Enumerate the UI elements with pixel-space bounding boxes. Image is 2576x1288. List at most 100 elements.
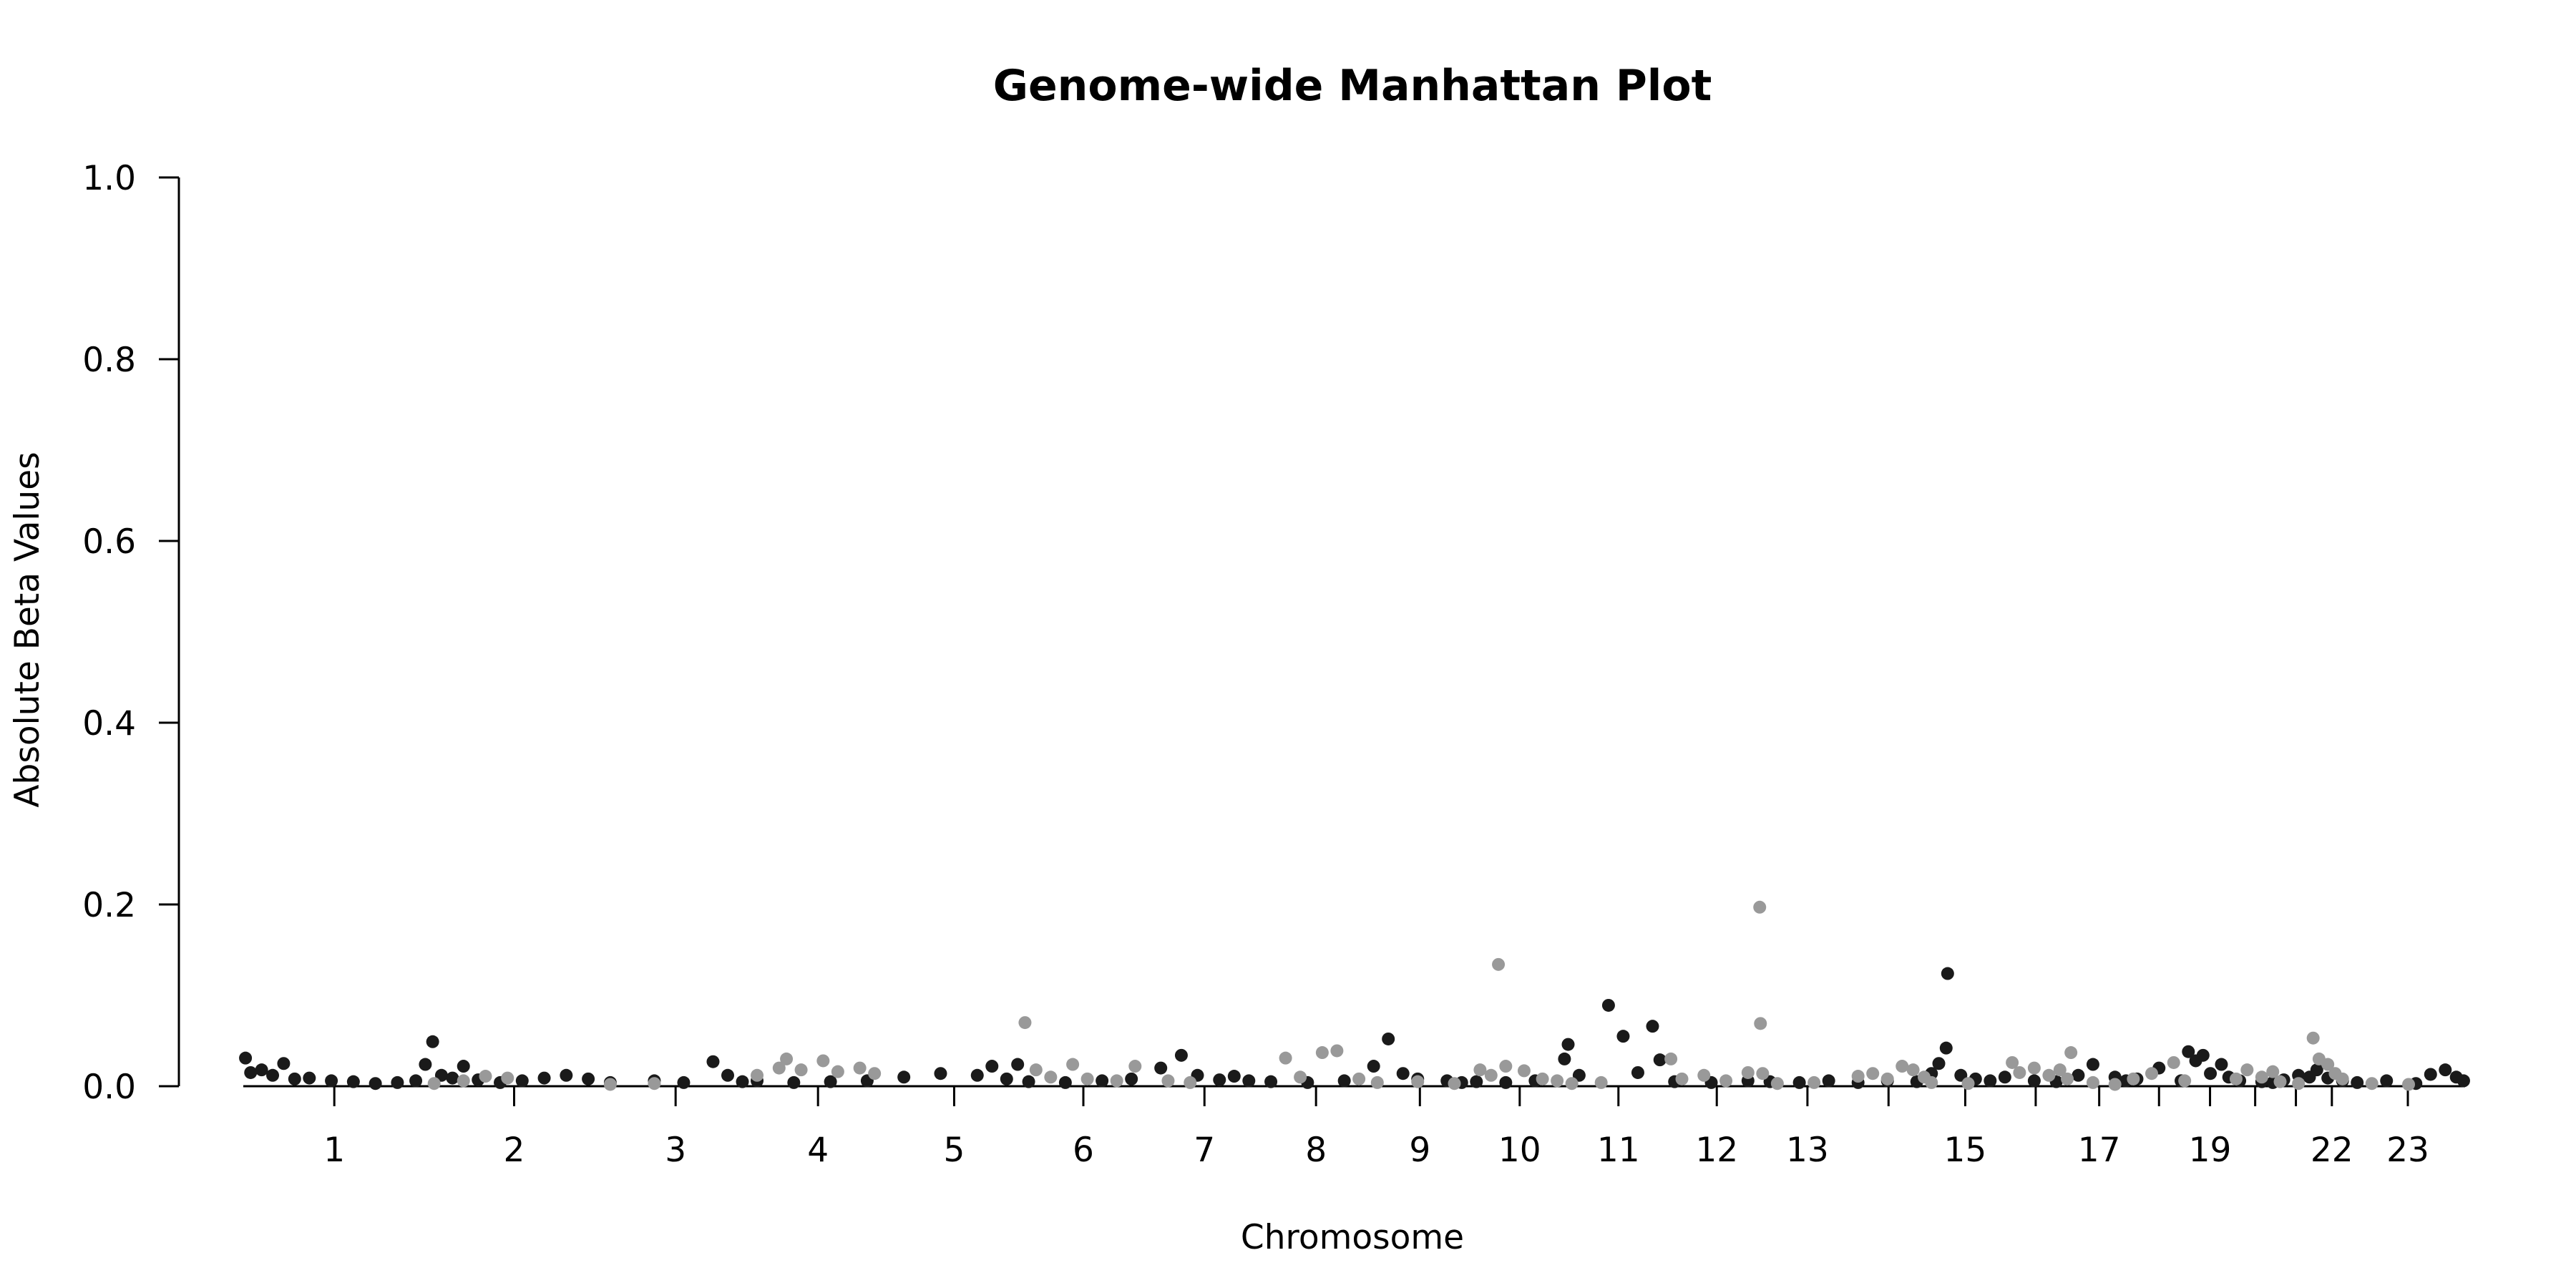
x-tick-label: 7	[1194, 1131, 1215, 1170]
data-point	[831, 1065, 844, 1078]
data-point	[419, 1058, 432, 1071]
data-point	[853, 1061, 867, 1075]
data-point	[1664, 1052, 1678, 1065]
data-point	[2053, 1063, 2067, 1077]
data-point	[1174, 1048, 1188, 1062]
data-point	[2255, 1070, 2268, 1084]
y-axis: 0.0 0.2 0.4 0.6 0.8 1.0	[82, 159, 180, 1107]
data-point	[787, 1075, 801, 1089]
data-point	[677, 1075, 691, 1089]
data-point	[2306, 1031, 2320, 1045]
data-point	[457, 1074, 470, 1088]
data-point	[794, 1063, 808, 1077]
y-tick-label: 0.6	[82, 522, 136, 562]
data-point	[2321, 1058, 2335, 1071]
data-point	[1954, 1068, 1968, 1082]
data-point	[266, 1068, 280, 1082]
data-point	[1536, 1072, 1549, 1085]
data-point	[970, 1068, 984, 1082]
data-point	[1697, 1068, 1711, 1082]
data-point	[1906, 1063, 1920, 1077]
data-point	[325, 1074, 338, 1088]
data-point	[1631, 1065, 1644, 1079]
data-point	[1044, 1070, 1058, 1084]
data-point	[288, 1072, 301, 1085]
data-point	[2086, 1075, 2099, 1089]
data-point	[1646, 1020, 1659, 1033]
data-point	[582, 1072, 595, 1085]
data-point	[1492, 957, 1506, 971]
data-point	[1011, 1058, 1025, 1071]
y-tick-label: 0.4	[82, 704, 136, 743]
data-point	[2266, 1065, 2280, 1078]
x-tick-label: 5	[944, 1131, 965, 1170]
data-point	[409, 1074, 423, 1088]
x-tick-label: 13	[1786, 1131, 1829, 1170]
y-axis-label: Absolute Beta Values	[8, 452, 47, 807]
x-tick-label: 15	[1944, 1131, 1987, 1170]
data-point	[560, 1068, 573, 1082]
data-point	[537, 1071, 551, 1085]
y-tick-label: 1.0	[82, 159, 136, 198]
data-point	[1382, 1032, 1395, 1045]
data-point	[1851, 1070, 1865, 1083]
data-point	[2064, 1046, 2078, 1060]
data-point	[1029, 1063, 1043, 1077]
data-point	[1470, 1075, 1483, 1088]
y-tick-label: 0.8	[82, 341, 136, 380]
data-point	[2027, 1061, 2041, 1075]
data-point	[2229, 1072, 2243, 1085]
data-point	[1925, 1075, 1938, 1089]
data-point	[1675, 1072, 1689, 1085]
x-tick-label: 22	[2311, 1131, 2353, 1170]
data-point	[1066, 1058, 1080, 1071]
data-point	[985, 1060, 999, 1073]
data-point	[303, 1071, 316, 1085]
data-point	[1753, 900, 1767, 914]
data-point	[2042, 1068, 2056, 1082]
data-point	[780, 1052, 794, 1065]
data-point	[1330, 1044, 1344, 1058]
data-point	[1807, 1075, 1821, 1089]
x-tick-label: 3	[665, 1131, 686, 1170]
data-point	[1572, 1068, 1586, 1082]
data-point	[1822, 1074, 1835, 1088]
data-point	[2439, 1063, 2452, 1077]
data-point	[1154, 1061, 1168, 1075]
data-point	[1551, 1074, 1564, 1088]
data-point	[2215, 1058, 2228, 1071]
data-point	[1756, 1067, 1770, 1080]
data-point	[1184, 1075, 1197, 1089]
data-point	[2072, 1068, 2085, 1082]
data-point	[1866, 1067, 1880, 1080]
data-point	[1984, 1074, 1997, 1088]
data-point	[1601, 998, 1615, 1012]
data-point	[2027, 1074, 2041, 1088]
x-tick-label: 19	[2189, 1131, 2232, 1170]
data-point	[2178, 1074, 2192, 1088]
data-point	[244, 1065, 258, 1079]
data-point	[515, 1074, 529, 1088]
data-point	[2196, 1048, 2210, 1062]
data-point	[1161, 1074, 1175, 1088]
data-point	[479, 1070, 492, 1083]
data-point	[2351, 1075, 2364, 1089]
data-point	[1448, 1077, 1461, 1091]
data-point	[2006, 1055, 2019, 1069]
data-point	[2310, 1063, 2323, 1077]
data-point	[1125, 1072, 1138, 1085]
data-point	[1741, 1065, 1755, 1079]
data-point	[1411, 1075, 1425, 1088]
data-point	[1396, 1067, 1410, 1080]
data-point	[346, 1075, 360, 1088]
data-point	[1018, 1016, 1032, 1030]
data-point	[1242, 1074, 1256, 1088]
data-point	[2086, 1058, 2099, 1071]
data-point	[1961, 1077, 1975, 1091]
data-point	[277, 1057, 291, 1070]
data-point	[1719, 1074, 1733, 1088]
data-point	[2204, 1067, 2218, 1080]
x-tick-label: 10	[1498, 1131, 1541, 1170]
data-point	[706, 1055, 720, 1068]
data-point	[2402, 1078, 2416, 1091]
